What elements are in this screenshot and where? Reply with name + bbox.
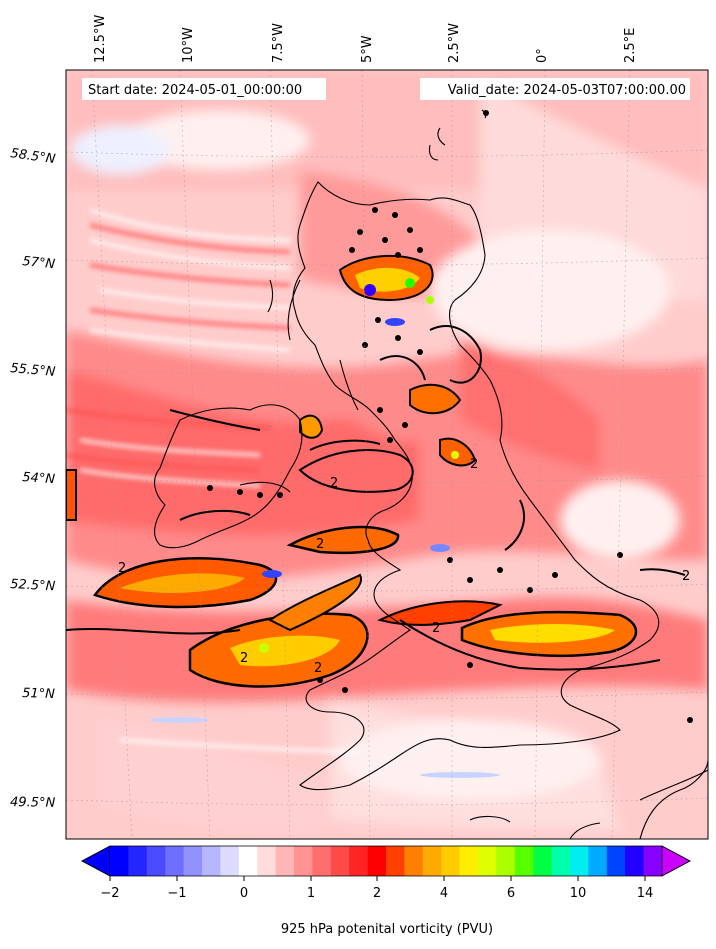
colorbar-under-arrow [81, 845, 111, 877]
colorbar-tick: 1 [307, 886, 315, 901]
colorbar-segment [496, 846, 516, 876]
colorbar-tick: 4 [440, 886, 448, 901]
colorbar-segment [367, 846, 387, 876]
colorbar-segment [238, 846, 258, 876]
colorbar-segment [202, 846, 221, 876]
map-frame [65, 69, 709, 840]
contour-label: 2 [470, 457, 478, 472]
latitude-labels: 58.5°N 57°N 55.5°N 54°N 52.5°N 51°N 49.5… [9, 146, 56, 811]
lon-label: 10°W [181, 27, 196, 63]
lon-label: 7.5°W [271, 23, 286, 63]
map-panel: 2 2 2 2 2 2 2 2 [66, 70, 708, 839]
lon-label: 2.5°W [447, 23, 462, 63]
colorbar-segment [570, 846, 589, 876]
colorbar-segment [275, 846, 295, 876]
colorbar-segment [146, 846, 166, 876]
colorbar-segment [459, 846, 479, 876]
colorbar-segment [478, 846, 497, 876]
contour-label: 2 [118, 561, 126, 576]
lon-label: 2.5°E [623, 28, 638, 63]
colorbar-tick: −2 [100, 886, 119, 901]
colorbar-tick: 2 [373, 886, 381, 901]
contour-labels: 2 2 2 2 2 2 2 2 [118, 457, 690, 676]
colorbar-segment [386, 846, 405, 876]
colorbar-tick: 6 [507, 886, 515, 901]
coastlines [154, 109, 708, 839]
lon-label: 5°W [360, 35, 375, 63]
colorbar-segment [441, 846, 460, 876]
colorbar-segment [128, 846, 148, 876]
pv-field-pale [130, 110, 680, 800]
colorbar-tick: 0 [240, 886, 248, 901]
colorbar-segment [257, 846, 276, 876]
contour-label: 2 [432, 621, 440, 636]
colorbar-tick: −1 [167, 886, 186, 901]
lat-label: 55.5°N [10, 361, 57, 380]
longitude-labels: 12.5°W 10°W 7.5°W 5°W 2.5°W 0° 2.5°E [93, 15, 638, 63]
contour-label: 2 [316, 537, 324, 552]
colorbar-over-arrow [661, 845, 691, 877]
pv-negative-patch [70, 125, 170, 175]
colorbar-segment [404, 846, 424, 876]
colorbar-tick-labels: −2 −1 0 1 2 4 6 10 14 [100, 886, 653, 901]
colorbar-segment [165, 846, 184, 876]
start-date-label: Start date: 2024-05-01_00:00:00 [88, 83, 302, 98]
colorbar-segment [312, 846, 332, 876]
colorbar-segment [533, 846, 552, 876]
colorbar-segment [349, 846, 368, 876]
colorbar-segment [514, 846, 534, 876]
lon-label: 12.5°W [93, 15, 108, 63]
colorbar-segment [330, 846, 350, 876]
colorbar-label: 925 hPa potenital vorticity (PVU) [281, 922, 493, 937]
colorbar-segment [551, 846, 571, 876]
colorbar-segment [110, 846, 129, 876]
colorbar-segment [643, 846, 663, 876]
colorbar-segment [625, 846, 644, 876]
colorbar-tick-marks [109, 876, 646, 881]
colorbar-tick: 14 [637, 886, 654, 901]
lat-label: 51°N [22, 686, 56, 702]
colorbar-segment [183, 846, 203, 876]
lat-label: 57°N [22, 254, 56, 272]
colorbar-segment [220, 846, 240, 876]
contour-label: 2 [330, 476, 338, 491]
lat-label: 52.5°N [10, 577, 56, 594]
pv-wave-streaks [79, 208, 361, 754]
contour-label: 2 [314, 661, 322, 676]
valid-date-box [420, 78, 690, 100]
contour-label: 2 [240, 651, 248, 666]
colorbar-tick: 10 [570, 886, 587, 901]
pv-negative-spots [150, 318, 500, 778]
lat-label: 54°N [22, 470, 56, 487]
lat-label: 49.5°N [10, 795, 56, 811]
lat-label: 58.5°N [9, 146, 56, 167]
contour-label: 2 [682, 569, 690, 584]
colorbar-segment [606, 846, 626, 876]
colorbar-segment [588, 846, 608, 876]
graticule [66, 70, 708, 839]
colorbar [81, 845, 691, 877]
valid-date-label: Valid_date: 2024-05-03T07:00:00.00 [448, 83, 686, 98]
lon-label: 0° [535, 48, 550, 63]
colorbar-segment [422, 846, 442, 876]
colorbar-segment [294, 846, 313, 876]
start-date-box [82, 78, 326, 100]
